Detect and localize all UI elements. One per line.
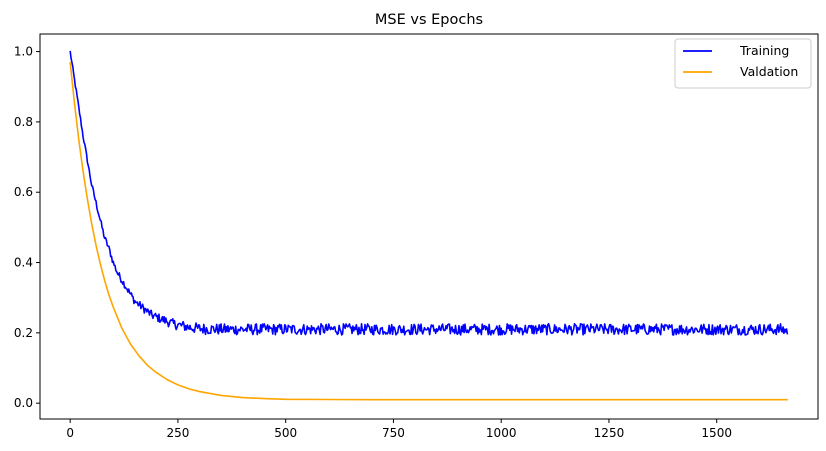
- legend-label-validation: Valdation: [740, 64, 798, 79]
- x-tick-label: 750: [382, 426, 405, 440]
- x-tick-label: 1500: [701, 426, 732, 440]
- axes-frame: [39, 33, 819, 420]
- series-line-validation: [69, 62, 788, 401]
- y-tick-label: 0.8: [14, 115, 33, 129]
- x-tick-label: 500: [274, 426, 297, 440]
- y-tick-label: 0.4: [14, 256, 33, 270]
- x-tick-label: 0: [66, 426, 74, 440]
- y-tick-label: 0.6: [14, 185, 33, 199]
- chart-title: MSE vs Epochs: [375, 12, 483, 28]
- series-line-training: [69, 50, 789, 336]
- y-tick-label: 1.0: [14, 45, 33, 59]
- legend: Training Valdation: [674, 38, 812, 89]
- y-axis: 0.0 0.2 0.4 0.6 0.8 1.0: [14, 45, 40, 410]
- y-tick-label: 0.2: [14, 326, 33, 340]
- x-tick-label: 1000: [486, 426, 517, 440]
- legend-label-training: Training: [739, 43, 789, 58]
- x-tick-label: 1250: [594, 426, 625, 440]
- y-tick-label: 0.0: [14, 396, 33, 410]
- x-axis: 0 250 500 750 1000 1250 1500: [66, 419, 732, 440]
- plot-area: [69, 50, 789, 401]
- x-tick-label: 250: [166, 426, 189, 440]
